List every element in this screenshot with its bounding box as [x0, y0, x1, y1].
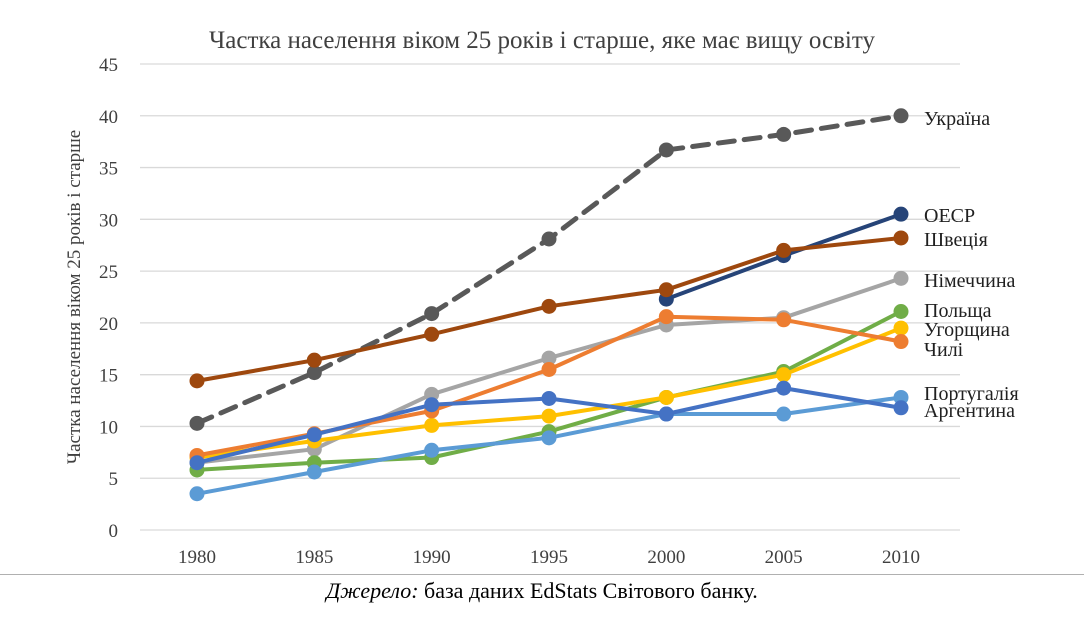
data-point	[658, 309, 674, 325]
y-tick-label: 35	[99, 159, 118, 180]
data-point	[424, 397, 440, 413]
series-label: Швеція	[924, 229, 988, 251]
data-point	[893, 389, 909, 405]
data-point	[541, 298, 557, 314]
data-point	[424, 326, 440, 342]
series-label: Аргентина	[924, 400, 1015, 422]
series-label: Чилі	[924, 339, 964, 361]
data-point	[424, 417, 440, 433]
data-point	[893, 230, 909, 246]
data-point	[306, 352, 322, 368]
x-tick-label: 1990	[413, 547, 451, 568]
y-tick-label: 45	[99, 55, 118, 76]
chart-area: Частка населення віком 25 років і старше…	[64, 27, 1019, 568]
data-point	[541, 430, 557, 446]
x-tick-label: 1980	[178, 547, 216, 568]
y-tick-label: 10	[99, 417, 118, 438]
data-point	[541, 231, 557, 247]
y-tick-label: 30	[99, 210, 118, 231]
data-point	[424, 386, 440, 402]
data-point	[306, 427, 322, 443]
data-point	[893, 320, 909, 336]
y-tick-label: 0	[109, 521, 119, 542]
data-point	[306, 365, 322, 381]
data-point	[776, 126, 792, 142]
data-point	[306, 464, 322, 480]
x-tick-label: 2005	[765, 547, 803, 568]
series-line	[194, 113, 904, 426]
series-label: Польща	[924, 300, 992, 322]
data-point	[189, 415, 205, 431]
x-tick-label: 2000	[647, 547, 685, 568]
data-point	[541, 361, 557, 377]
data-point	[189, 486, 205, 502]
data-point	[776, 312, 792, 328]
source-note: Джерело: база даних EdStats Світового ба…	[0, 576, 1084, 606]
x-tick-label: 1985	[295, 547, 333, 568]
y-tick-label: 25	[99, 262, 118, 283]
data-point	[658, 142, 674, 158]
x-tick-label: 2010	[882, 547, 920, 568]
y-axis-title: Частка населення віком 25 років і старше	[64, 130, 85, 465]
series-label: Угорщина	[924, 319, 1010, 341]
data-point	[189, 373, 205, 389]
series-label: ОЕСР	[924, 205, 975, 227]
line-chart: Частка населення віком 25 років і старше…	[64, 27, 1019, 568]
y-tick-label: 5	[109, 469, 119, 490]
data-point	[541, 350, 557, 366]
series-label: Україна	[924, 108, 990, 130]
data-point	[893, 334, 909, 350]
y-tick-label: 15	[99, 366, 118, 387]
data-point	[658, 389, 674, 405]
data-point	[776, 406, 792, 422]
y-tick-label: 20	[99, 314, 118, 335]
chart-title: Частка населення віком 25 років і старше…	[209, 27, 875, 54]
source-text: база даних EdStats Світового банку.	[418, 578, 758, 603]
separator-line	[0, 574, 1084, 575]
data-point	[658, 282, 674, 298]
data-point	[893, 303, 909, 319]
data-point	[893, 270, 909, 286]
data-point	[776, 367, 792, 383]
series-label: Німеччина	[924, 270, 1016, 292]
y-tick-label: 40	[99, 107, 118, 128]
source-label: Джерело:	[326, 578, 419, 603]
data-point	[424, 442, 440, 458]
series-label: Португалія	[924, 383, 1019, 405]
data-point	[541, 408, 557, 424]
data-point	[424, 306, 440, 322]
data-point	[776, 380, 792, 396]
data-point	[893, 400, 909, 416]
data-point	[893, 206, 909, 222]
data-point	[189, 455, 205, 471]
x-tick-label: 1995	[530, 547, 568, 568]
data-point	[776, 242, 792, 258]
data-point	[541, 390, 557, 406]
data-point	[658, 406, 674, 422]
data-point	[893, 108, 909, 124]
